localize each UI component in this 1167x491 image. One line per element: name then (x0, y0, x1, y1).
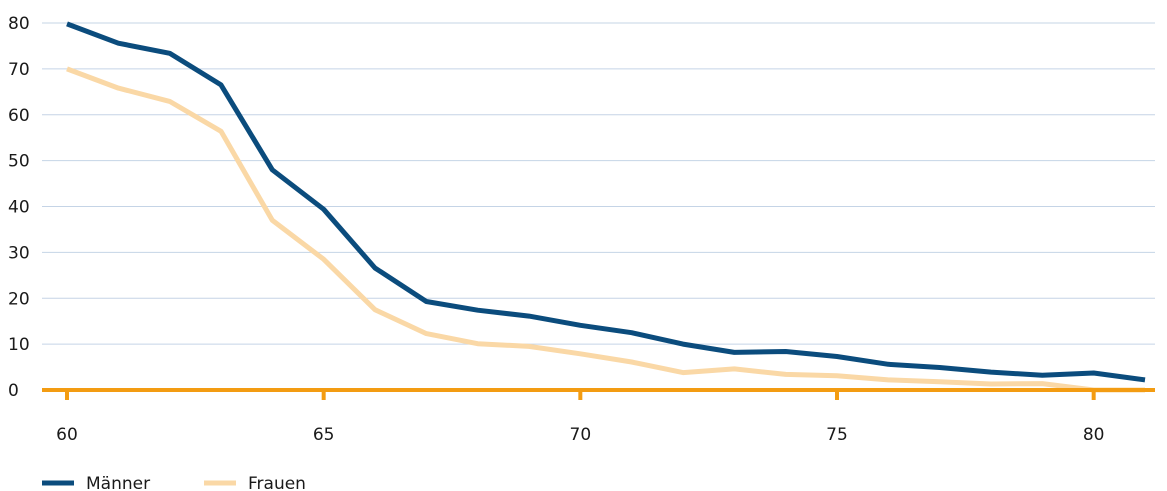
legend: Männer Frauen (42, 474, 306, 491)
legend-label-frauen: Frauen (248, 474, 306, 491)
series-line-frauen (66, 66, 1145, 393)
x-tick-label-70: 70 (570, 425, 592, 445)
x-tick-label-75: 75 (826, 425, 848, 445)
x-tick-label-80: 80 (1083, 425, 1105, 445)
y-tick-label-80: 80 (8, 14, 30, 34)
y-tick-label-30: 30 (8, 243, 30, 263)
x-axis (42, 388, 1155, 400)
y-tick-label-0: 0 (8, 381, 19, 401)
gridlines (42, 22, 1155, 345)
legend-label-maenner: Männer (86, 474, 150, 491)
y-tick-label-70: 70 (8, 60, 30, 80)
y-tick-label-40: 40 (8, 198, 30, 218)
x-tick-label-65: 65 (313, 425, 335, 445)
y-axis-tick-labels: 0 10 20 30 40 50 60 70 80 (8, 14, 30, 401)
y-tick-label-60: 60 (8, 106, 30, 126)
x-axis-tick-labels: 60 65 70 75 80 (56, 425, 1104, 445)
y-tick-label-20: 20 (8, 289, 30, 309)
series-line-maenner (66, 21, 1146, 383)
x-tick-label-60: 60 (56, 425, 78, 445)
y-tick-label-10: 10 (8, 335, 30, 355)
series-lines (66, 21, 1146, 393)
y-tick-label-50: 50 (8, 152, 30, 172)
